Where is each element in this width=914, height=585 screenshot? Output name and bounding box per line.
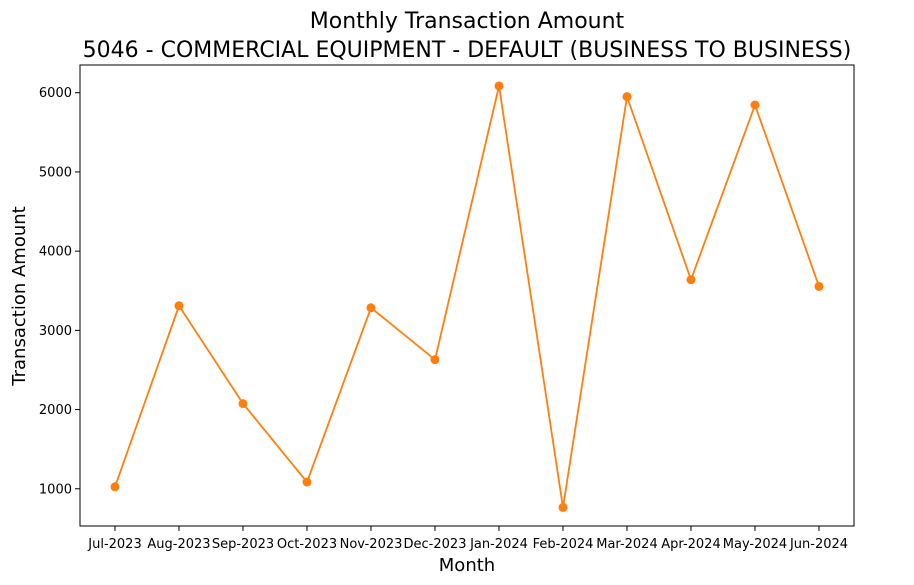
data-point — [814, 281, 824, 291]
x-tick-label: Mar-2024 — [596, 537, 657, 552]
x-tick-label: Aug-2023 — [147, 537, 210, 552]
data-point — [174, 301, 184, 311]
data-point — [686, 275, 696, 285]
y-tick-label: 6000 — [39, 86, 72, 101]
x-tick-label: Apr-2024 — [661, 537, 720, 552]
chart-subtitle: 5046 - COMMERCIAL EQUIPMENT - DEFAULT (B… — [83, 38, 852, 63]
x-tick-label: Feb-2024 — [533, 537, 594, 552]
x-tick-label: Oct-2023 — [277, 537, 337, 552]
x-axis: Jul-2023 Aug-2023 Sep-2023 Oct-2023 Nov-2023… — [87, 526, 848, 552]
data-point — [366, 303, 376, 313]
data-point — [238, 399, 248, 409]
data-point — [622, 92, 632, 102]
y-tick-label: 1000 — [39, 482, 72, 497]
x-tick-label: Jul-2023 — [87, 537, 141, 552]
data-point — [110, 482, 120, 492]
data-point — [430, 355, 440, 365]
y-tick-label: 5000 — [39, 165, 72, 180]
x-axis-label: Month — [439, 555, 495, 576]
series-line — [114, 85, 820, 508]
series-transaction-amount — [110, 81, 824, 512]
x-tick-label: Jan-2024 — [469, 537, 528, 552]
x-tick-label: May-2024 — [723, 537, 787, 552]
plot-area — [79, 64, 855, 527]
x-tick-label: Nov-2023 — [340, 537, 403, 552]
y-tick-label: 4000 — [39, 245, 72, 260]
data-point — [558, 502, 568, 512]
y-axis-label: Transaction Amount — [9, 206, 30, 386]
x-tick-label: Jun-2024 — [789, 537, 848, 552]
y-axis: 1000 2000 3000 4000 5000 6000 — [39, 86, 80, 497]
x-tick-label: Dec-2023 — [404, 537, 467, 552]
y-tick-label: 3000 — [39, 324, 72, 339]
data-point — [302, 477, 312, 487]
data-point — [750, 100, 760, 110]
chart-title: Monthly Transaction Amount — [310, 9, 625, 34]
y-tick-label: 2000 — [39, 403, 72, 418]
x-tick-label: Sep-2023 — [212, 537, 274, 552]
data-point — [494, 81, 504, 91]
